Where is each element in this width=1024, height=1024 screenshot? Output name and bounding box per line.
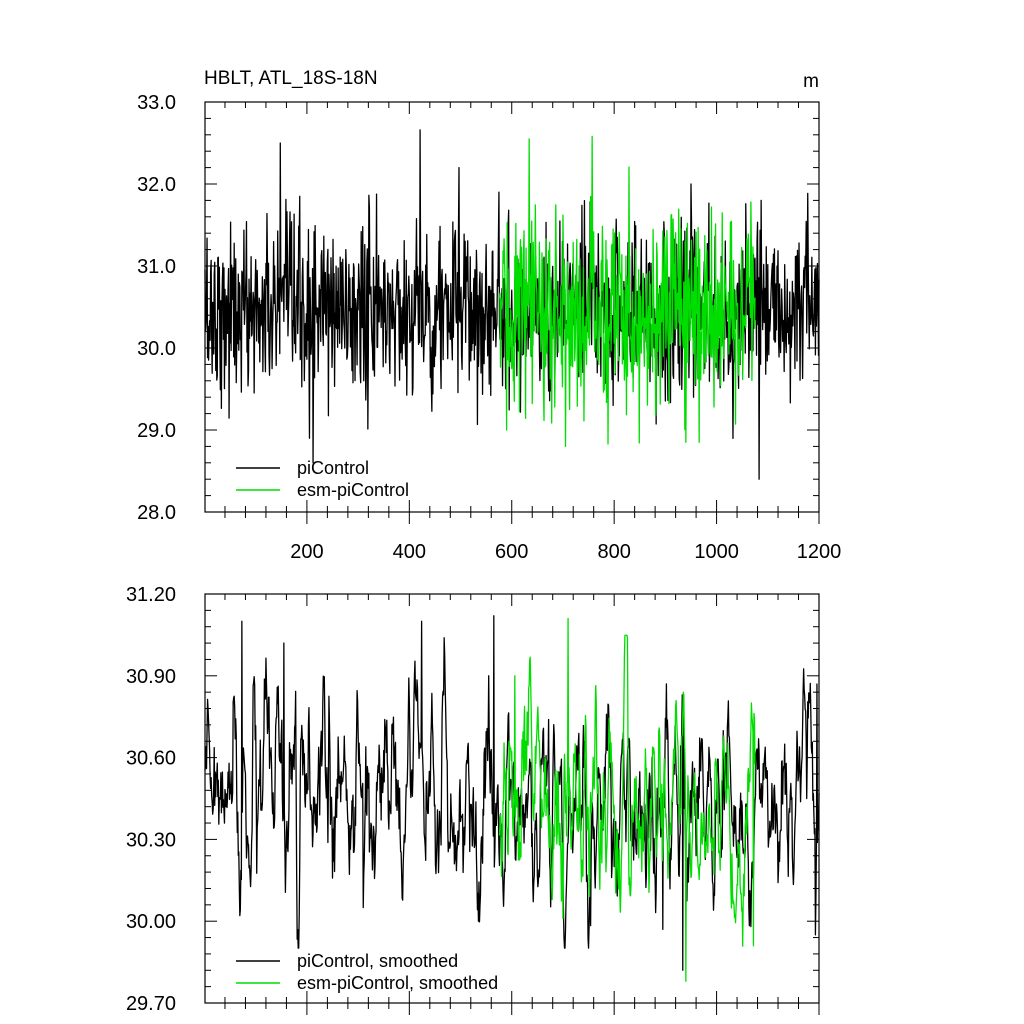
y-tick-label: 29.70 (126, 993, 176, 1015)
x-tick-label: 800 (597, 541, 630, 563)
y-tick-label: 30.60 (126, 748, 176, 770)
y-tick-label: 31.20 (126, 584, 176, 606)
series-line-esm-picontrol (498, 135, 756, 448)
y-tick-label: 30.0 (137, 338, 176, 360)
series-line-esm-picontrol-smoothed (498, 617, 756, 982)
legend-label: piControl, smoothed (297, 951, 458, 971)
top-ticks-group: 28.0 29.0 30.0 31.0 32.0 33.0 200 400 600 800 1000… (137, 92, 841, 563)
y-tick-label: 31.0 (137, 256, 176, 278)
top-panel: 28.0 29.0 30.0 31.0 32.0 33.0 200 400 600 800 1000… (137, 68, 841, 563)
x-tick-label: 1000 (694, 541, 739, 563)
top-plot-frame (204, 101, 820, 513)
bottom-plot-frame (204, 593, 820, 1004)
y-tick-label: 30.30 (126, 829, 176, 851)
y-tick-label: 30.90 (126, 666, 176, 688)
bottom-panel: 29.70 30.00 30.30 30.60 30.90 31.20 piControl… (126, 584, 820, 1015)
x-tick-label: 600 (495, 541, 528, 563)
x-tick-label: 200 (290, 541, 323, 563)
top-series-group (204, 129, 820, 480)
legend-label: esm-piControl, smoothed (297, 973, 498, 993)
top-units-label: m (803, 71, 819, 92)
legend-label: esm-piControl (297, 480, 409, 500)
y-tick-label: 28.0 (137, 502, 176, 524)
bottom-series-group (204, 615, 820, 982)
bottom-ticks-group: 29.70 30.00 30.30 30.60 30.90 31.20 (126, 584, 820, 1015)
x-tick-label: 1200 (797, 541, 842, 563)
y-tick-label: 33.0 (137, 92, 176, 114)
y-tick-label: 32.0 (137, 174, 176, 196)
y-tick-label: 30.00 (126, 911, 176, 933)
legend-label: piControl (297, 458, 369, 478)
y-tick-label: 29.0 (137, 420, 176, 442)
x-tick-label: 400 (393, 541, 426, 563)
top-chart-title: HBLT, ATL_18S-18N (204, 68, 378, 89)
